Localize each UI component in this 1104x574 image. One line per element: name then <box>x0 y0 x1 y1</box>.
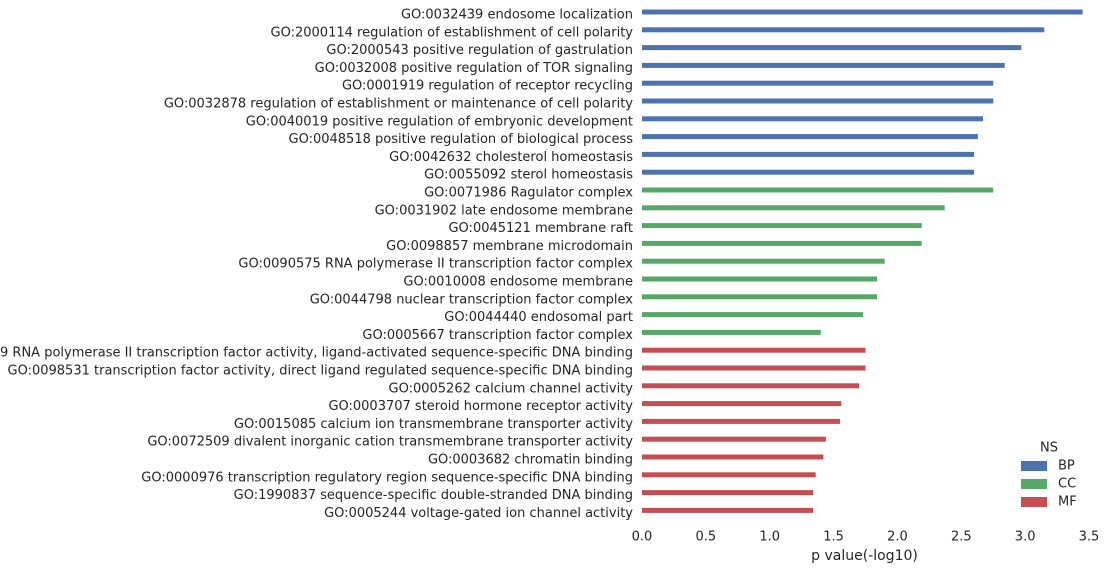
category-label: GO:0098531 transcription factor activity… <box>8 364 633 379</box>
bar-cc <box>642 329 821 335</box>
bar-mf <box>642 418 840 424</box>
category-label: GO:0032878 regulation of establishment o… <box>164 97 633 112</box>
bar-bp <box>642 116 983 122</box>
legend-entries: BP CC MF <box>1021 459 1077 510</box>
category-label: GO:0003707 steroid hormone receptor acti… <box>328 399 633 414</box>
category-label: GO:0010008 endosome membrane <box>403 275 633 290</box>
category-label: GO:0003682 chromatin binding <box>428 453 633 468</box>
category-label: GO:0040019 positive regulation of embryo… <box>246 114 633 129</box>
bar-bp <box>642 134 978 140</box>
category-label: GO:0042632 cholesterol homeostasis <box>389 150 633 165</box>
bar-cc <box>642 312 863 318</box>
bar-cc <box>642 276 877 282</box>
category-label: GO:0032439 endosome localization <box>401 8 633 23</box>
bar-cc <box>642 187 994 193</box>
category-label: GO:0015085 calcium ion transmembrane tra… <box>234 417 633 432</box>
x-axis-label: p value(-log10) <box>811 548 918 564</box>
category-label: GO:0001919 regulation of receptor recycl… <box>342 79 633 94</box>
category-label: GO:0045121 membrane raft <box>448 221 633 236</box>
bar-cc <box>642 258 885 264</box>
category-label: GO:0032008 positive regulation of TOR si… <box>315 61 633 76</box>
category-label: GO:0005262 calcium channel activity <box>389 381 634 396</box>
bar-bp <box>642 98 994 104</box>
legend-label-cc: CC <box>1058 477 1076 492</box>
x-tick-label: 1.5 <box>823 530 844 545</box>
category-label: GO:0044440 endosomal part <box>444 310 633 325</box>
x-tick-label: 1.0 <box>759 530 780 545</box>
legend-label-mf: MF <box>1058 495 1077 510</box>
legend-swatch-bp <box>1021 461 1047 471</box>
bar-bp <box>642 27 1045 33</box>
bars <box>642 9 1083 513</box>
x-axis-ticks: 0.0 0.5 1.0 1.5 2.0 2.5 3.0 3.5 <box>632 530 1100 545</box>
bar-cc <box>642 240 922 246</box>
x-tick-label: 3.5 <box>1079 530 1100 545</box>
legend-label-bp: BP <box>1058 459 1075 474</box>
category-label: GO:0072509 divalent inorganic cation tra… <box>147 435 633 450</box>
category-label: GO:0098857 membrane microdomain <box>386 239 633 254</box>
category-label: GO:0000976 transcription regulatory regi… <box>141 470 633 485</box>
x-tick-label: 2.0 <box>887 530 908 545</box>
bar-bp <box>642 9 1083 15</box>
x-tick-label: 2.5 <box>951 530 972 545</box>
category-label: GO:2000543 positive regulation of gastru… <box>326 43 633 58</box>
category-label: GO:0071986 Ragulator complex <box>424 186 633 201</box>
bar-bp <box>642 45 1022 51</box>
category-labels: GO:0032439 endosome localization GO:20001… <box>0 8 633 521</box>
bar-mf <box>642 507 814 513</box>
bar-mf <box>642 401 842 407</box>
category-label: GO:0055092 sterol homeostasis <box>424 168 633 183</box>
category-label: GO:0044798 nuclear transcription factor … <box>310 292 634 307</box>
bar-cc <box>642 294 877 300</box>
bar-mf <box>642 383 860 389</box>
bar-mf <box>642 454 824 460</box>
bar-mf <box>642 490 814 496</box>
category-label: GO:0005667 transcription factor complex <box>362 328 633 343</box>
bar-mf <box>642 347 866 353</box>
bar-bp <box>642 62 1005 68</box>
bar-mf <box>642 365 866 371</box>
legend-swatch-cc <box>1021 479 1047 489</box>
category-label: GO:0004879 RNA polymerase II transcripti… <box>0 346 633 361</box>
category-label: GO:0031902 late endosome membrane <box>375 203 633 218</box>
bar-cc <box>642 223 922 229</box>
bar-bp <box>642 80 994 86</box>
bar-bp <box>642 169 975 175</box>
legend-title: NS <box>1040 441 1058 456</box>
bar-mf <box>642 472 816 478</box>
legend: NS BP CC MF <box>1021 441 1077 510</box>
bar-mf <box>642 436 826 442</box>
category-label: GO:1990837 sequence-specific double-stra… <box>234 488 633 503</box>
x-tick-label: 0.0 <box>632 530 653 545</box>
category-label: GO:0005244 voltage-gated ion channel act… <box>324 506 633 521</box>
x-tick-label: 0.5 <box>696 530 717 545</box>
category-label: GO:0090575 RNA polymerase II transcripti… <box>238 257 633 272</box>
bar-bp <box>642 151 975 157</box>
category-label: GO:0048518 positive regulation of biolog… <box>289 132 634 147</box>
bar-cc <box>642 205 945 211</box>
legend-swatch-mf <box>1021 497 1047 507</box>
x-tick-label: 3.0 <box>1015 530 1036 545</box>
category-label: GO:2000114 regulation of establishment o… <box>271 25 634 40</box>
